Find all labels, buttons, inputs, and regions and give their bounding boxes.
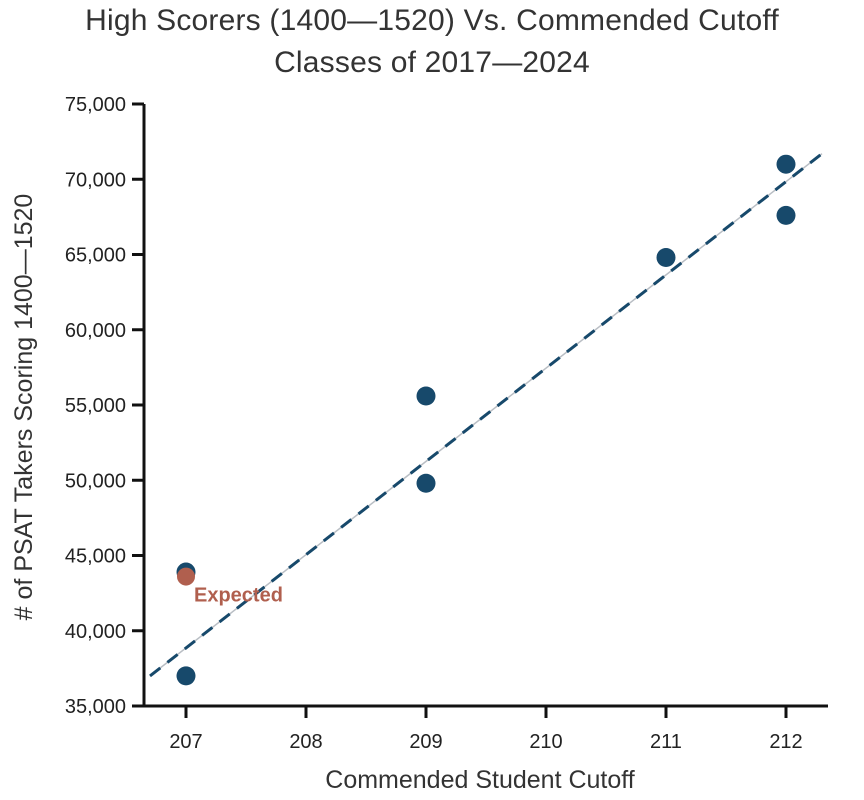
chart-subtitle: Classes of 2017—2024 [274,46,590,79]
y-tick-label: 50,000 [65,470,126,492]
data-point [416,473,436,493]
y-tick-label: 60,000 [65,320,126,342]
x-ticks: 207 208 209 210 211 212 [169,706,803,753]
y-tick-label: 70,000 [65,169,126,191]
y-ticks: 35,000 40,000 45,000 50,000 55,000 60,000 65,0… [65,94,144,718]
data-point [776,154,796,174]
x-tick-label: 209 [409,731,442,753]
expected-group: Expected [177,567,283,607]
expected-point [177,567,195,586]
trendline-group [149,152,823,678]
x-axis-title: Commended Student Cutoff [325,766,635,794]
expected-label: Expected [194,585,283,607]
y-tick-label: 65,000 [65,245,126,267]
x-tick-label: 207 [169,731,202,753]
y-tick-label: 55,000 [65,395,126,417]
x-tick-label: 212 [769,731,802,753]
y-tick-label: 45,000 [65,546,126,568]
data-point [176,666,196,686]
y-axis-title: # of PSAT Takers Scoring 1400—1520 [10,194,38,621]
trendline [149,152,823,678]
data-point [776,205,796,225]
data-point [416,386,436,406]
data-point [656,248,676,268]
y-tick-label: 35,000 [65,696,126,718]
axes [142,104,828,708]
x-tick-label: 208 [289,731,322,753]
x-tick-label: 210 [529,731,562,753]
y-tick-label: 40,000 [65,621,126,643]
chart-title: High Scorers (1400—1520) Vs. Commended C… [85,4,779,37]
x-tick-label: 211 [650,731,682,753]
y-tick-label: 75,000 [65,94,126,116]
